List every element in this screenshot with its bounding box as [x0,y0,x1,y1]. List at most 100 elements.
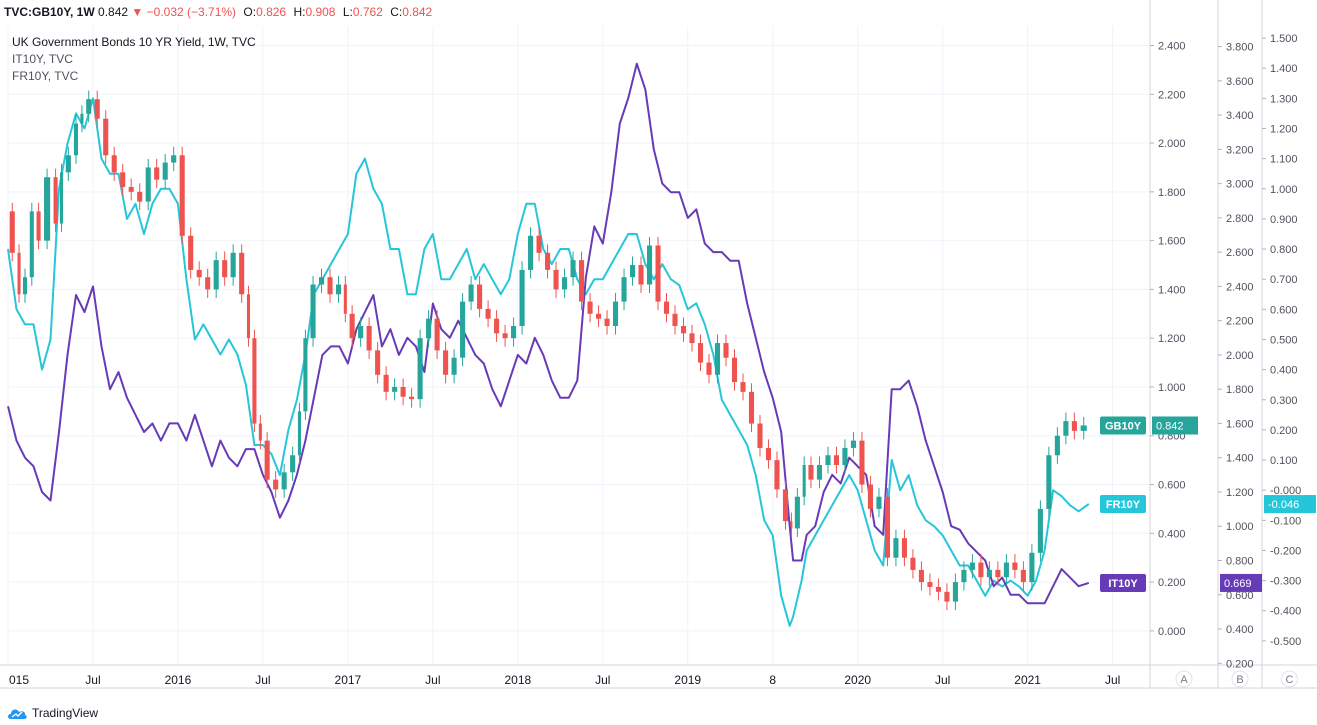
candle-body[interactable] [587,301,593,314]
axis-A-tick-label[interactable]: 1.400 [1158,284,1186,296]
candle-body[interactable] [290,455,296,473]
time-tick-label[interactable]: Jul [935,673,950,687]
axis-A-tick-label[interactable]: 0.200 [1158,577,1186,589]
axis-C-tick-label[interactable]: 0.500 [1270,334,1298,346]
candle-body[interactable] [536,235,542,253]
candle-body[interactable] [409,396,415,400]
candle-body[interactable] [451,357,457,375]
it10y-line[interactable] [7,62,1090,605]
axis-A-tick-label[interactable]: 2.000 [1158,138,1186,150]
axis-C-tick-label[interactable]: -0.300 [1270,576,1301,588]
candle-body[interactable] [179,155,185,236]
axis-C-tick-label[interactable]: 0.400 [1270,365,1298,377]
candle-body[interactable] [22,277,28,295]
candle-body[interactable] [434,318,440,351]
plot-area[interactable] [7,62,1090,627]
candle-body[interactable] [400,386,406,397]
candle-body[interactable] [595,313,602,319]
candle-body[interactable] [1063,421,1069,436]
candle-body[interactable] [1029,552,1035,583]
candle-body[interactable] [986,569,992,578]
candle-body[interactable] [893,538,899,558]
axis-B-tick-label[interactable]: 2.000 [1226,350,1254,362]
candle-body[interactable] [383,374,389,392]
scale-label[interactable]: A [1180,674,1188,686]
candle-body[interactable] [519,269,525,326]
axis-B-tick-label[interactable]: 2.400 [1226,281,1254,293]
time-tick-label[interactable]: 2021 [1014,673,1041,687]
candle-body[interactable] [154,167,160,180]
legend-main-series[interactable]: UK Government Bonds 10 YR Yield, 1W, TVC [12,35,256,49]
axis-B-tick-label[interactable]: 3.000 [1226,179,1254,191]
axis-C-tick-label[interactable]: -0.500 [1270,636,1301,648]
candle-body[interactable] [782,489,789,522]
candle-body[interactable] [774,460,780,490]
axis-C-tick-label[interactable]: 0.300 [1270,395,1298,407]
candle-body[interactable] [833,455,840,466]
axis-A-tick-label[interactable]: 0.400 [1158,528,1186,540]
time-tick-label[interactable]: Jul [1105,673,1120,687]
axis-A-tick-label[interactable]: 1.200 [1158,333,1186,345]
axis-A-tick-label[interactable]: 1.600 [1158,236,1186,248]
candle-body[interactable] [485,308,491,319]
candle-body[interactable] [867,484,873,509]
scale-label[interactable]: C [1286,674,1294,686]
axis-B-tick-label[interactable]: 0.200 [1226,658,1254,670]
candle-body[interactable] [901,538,907,558]
candle-body[interactable] [579,260,585,302]
candle-body[interactable] [621,277,627,302]
candle-body[interactable] [86,99,92,114]
time-tick-label[interactable]: Jul [255,673,270,687]
candle-body[interactable] [629,265,636,278]
candle-body[interactable] [258,423,262,441]
candle-body[interactable] [128,186,134,192]
candle-body[interactable] [162,162,168,180]
candle-body[interactable] [757,423,763,448]
candle-body[interactable] [222,260,228,278]
axis-B-tick-label[interactable]: 0.800 [1226,555,1254,567]
time-tick-label[interactable]: Jul [425,673,440,687]
axis-C-tick-label[interactable]: -0.200 [1270,545,1301,557]
candle-body[interactable] [825,455,831,466]
candle-body[interactable] [731,357,738,383]
candle-body[interactable] [426,318,432,339]
candle-body[interactable] [137,191,143,202]
axis-C-tick-label[interactable]: 1.000 [1270,184,1298,196]
axis-C-tick-label[interactable]: -0.100 [1270,515,1301,527]
candle-body[interactable] [944,591,950,602]
axis-B-tick-label[interactable]: 3.200 [1226,144,1254,156]
axis-C-tick-label[interactable]: -0.000 [1270,485,1301,497]
candle-body[interactable] [73,123,79,156]
axis-B-tick-label[interactable]: 1.000 [1226,521,1254,533]
candle-body[interactable] [714,343,721,375]
candle-body[interactable] [477,284,483,309]
candle-body[interactable] [562,277,568,290]
candle-body[interactable] [120,172,126,187]
candle-body[interactable] [318,277,325,285]
candle-body[interactable] [1071,421,1077,431]
candle-body[interactable] [790,521,793,529]
axis-A-tick-label[interactable]: 0.600 [1158,480,1186,492]
candle-body[interactable] [672,313,678,326]
candle-body[interactable] [842,447,848,466]
axis-C-tick-label[interactable]: 0.200 [1270,425,1298,437]
candle-body[interactable] [94,99,100,119]
scale-button-2[interactable] [1281,670,1298,688]
candle-body[interactable] [392,386,398,392]
candle-body[interactable] [1054,435,1060,456]
candle-body[interactable] [638,265,644,285]
candle-body[interactable] [794,496,800,529]
candle-body[interactable] [494,318,500,334]
candle-body[interactable] [655,245,661,302]
tradingview-footer[interactable]: TradingView [6,703,98,723]
candle-body[interactable] [935,586,941,592]
axis-B-tick-label[interactable]: 3.400 [1226,110,1254,122]
candle-body[interactable] [358,325,364,339]
candle-body[interactable] [680,325,687,334]
candle-body[interactable] [17,252,21,295]
candle-body[interactable] [612,301,619,326]
candle-body[interactable] [553,269,559,290]
candle-body[interactable] [281,472,287,490]
candle-body[interactable] [502,333,508,339]
